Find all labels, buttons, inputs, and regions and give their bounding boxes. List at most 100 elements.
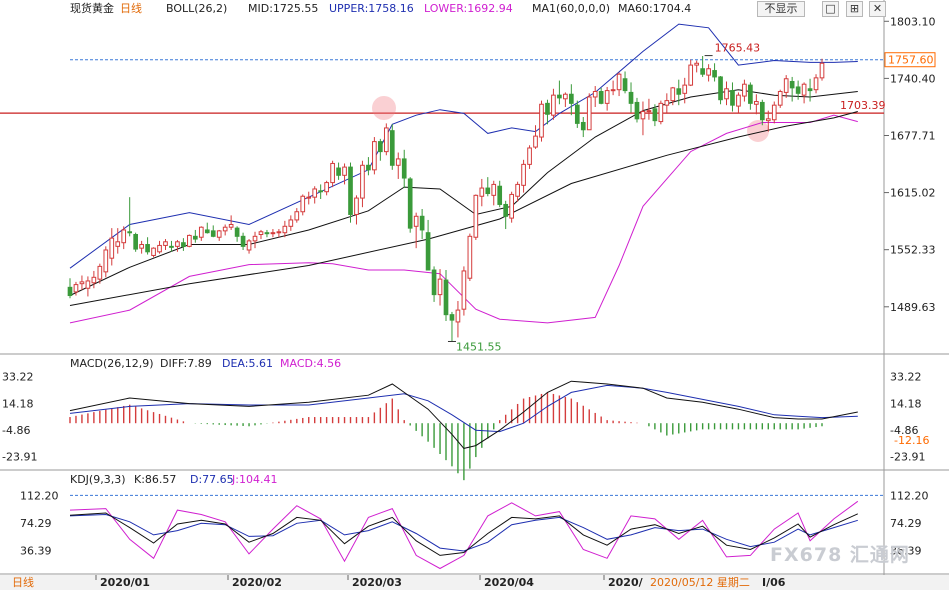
candle-body: [413, 215, 419, 227]
candle-body: [563, 93, 568, 100]
candle-body: [163, 241, 168, 246]
candle-body: [461, 270, 467, 310]
kdj-j-value: J:104.41: [232, 473, 278, 486]
current-price-box: [884, 52, 936, 68]
candle-body: [503, 203, 509, 217]
candle-body: [419, 215, 425, 231]
candle-body: [312, 188, 318, 198]
candle-body: [628, 91, 634, 104]
candle-body: [288, 219, 294, 227]
candle-body: [234, 227, 240, 237]
macd-diff-line: [69, 380, 858, 449]
macd-tick-label: -4.86: [890, 424, 918, 437]
price-tick-label: 1489.63: [890, 301, 936, 314]
candle-body: [198, 226, 204, 238]
kdj-tick-label-left: 74.29: [20, 517, 52, 530]
candle-body: [264, 232, 270, 235]
candle-body: [252, 235, 258, 242]
candle-body: [97, 265, 103, 280]
kdj-indicator-label[interactable]: KDJ(9,3,3): [70, 473, 126, 486]
candle-body: [73, 284, 79, 293]
candle-body: [533, 135, 538, 148]
candle-body: [634, 101, 640, 120]
candle-body: [539, 103, 544, 138]
candle-body: [318, 190, 324, 193]
macd-indicator-label[interactable]: MACD(26,12,9): [70, 357, 154, 370]
candle-body: [127, 231, 133, 234]
candle-body: [324, 182, 329, 193]
price-tick-label: 1677.71: [890, 129, 936, 142]
candle-body: [813, 77, 819, 91]
kdj-tick-label: 112.20: [890, 489, 929, 502]
boll-indicator-label[interactable]: BOLL(26,2): [166, 2, 228, 15]
boll-mid-line: [69, 89, 858, 296]
candle-body: [545, 102, 550, 115]
ma60-line: [69, 111, 858, 306]
macd-current-label: -12.16: [894, 434, 929, 447]
candle-body: [479, 187, 485, 197]
candle-body: [819, 62, 825, 79]
candle-body: [348, 166, 353, 215]
macd-diff-value: DIFF:7.89: [160, 357, 212, 370]
candle-body: [181, 242, 186, 247]
candle-body: [204, 229, 210, 234]
candle-body: [192, 235, 198, 240]
candle-body: [282, 225, 288, 234]
candle-body: [383, 127, 389, 153]
candle-body: [151, 247, 156, 256]
candle-body: [294, 211, 300, 221]
candle-body: [216, 230, 222, 238]
kdj-tick-label: 74.29: [890, 517, 922, 530]
candle-body: [103, 249, 109, 273]
hide-button[interactable]: 不显示: [757, 1, 805, 17]
candle-body: [473, 194, 479, 238]
period-label[interactable]: 日线: [120, 2, 142, 15]
candle-body: [372, 141, 377, 171]
candle-body: [712, 70, 717, 78]
boll-mid-value: MID:1725.55: [248, 2, 319, 15]
candle-body: [157, 244, 162, 253]
kdj-j-line: [69, 500, 859, 570]
candle-body: [616, 73, 622, 91]
candle-body: [210, 230, 216, 237]
kdj-k-value: K:86.57: [134, 473, 177, 486]
ma-indicator-label[interactable]: MA1(60,0,0,0): [532, 2, 611, 15]
candle-body: [115, 241, 121, 247]
candle-body: [521, 163, 526, 186]
candle-body: [378, 141, 383, 153]
candle-body: [652, 108, 658, 122]
macd-tick-label-left: -23.91: [2, 451, 37, 464]
kdj-tick-label-left: 36.39: [20, 545, 52, 558]
candle-body: [449, 314, 455, 321]
price-tick-label: 1803.10: [890, 15, 936, 28]
candle-body: [742, 83, 747, 97]
candle-body: [354, 197, 359, 215]
candle-body: [527, 147, 532, 165]
candle-body: [622, 78, 628, 92]
candle-body: [270, 232, 276, 235]
candle-body: [497, 185, 503, 205]
time-tick-label: 2020/03: [352, 576, 402, 589]
kdj-d-line: [69, 513, 858, 552]
candle-body: [724, 88, 729, 100]
candle-body: [389, 130, 395, 166]
candle-body: [467, 235, 473, 279]
time-tick-label: 2020/01: [100, 576, 150, 589]
candle-body: [682, 84, 688, 94]
restore-icon[interactable]: □: [822, 1, 839, 17]
high-price-label: 1765.43: [715, 42, 761, 55]
candle-body: [676, 88, 682, 95]
candle-body: [736, 94, 741, 107]
period-tab: 日线: [12, 575, 34, 589]
candle-body: [67, 286, 73, 297]
candle-body: [175, 241, 180, 247]
layout-icon[interactable]: ⊞: [846, 1, 863, 17]
candle-body: [765, 118, 771, 122]
candle-body: [300, 195, 306, 213]
candle-body: [407, 178, 413, 229]
close-icon[interactable]: ✕: [869, 1, 886, 17]
price-tick-label: 1552.33: [890, 244, 936, 257]
candle-body: [670, 87, 676, 102]
